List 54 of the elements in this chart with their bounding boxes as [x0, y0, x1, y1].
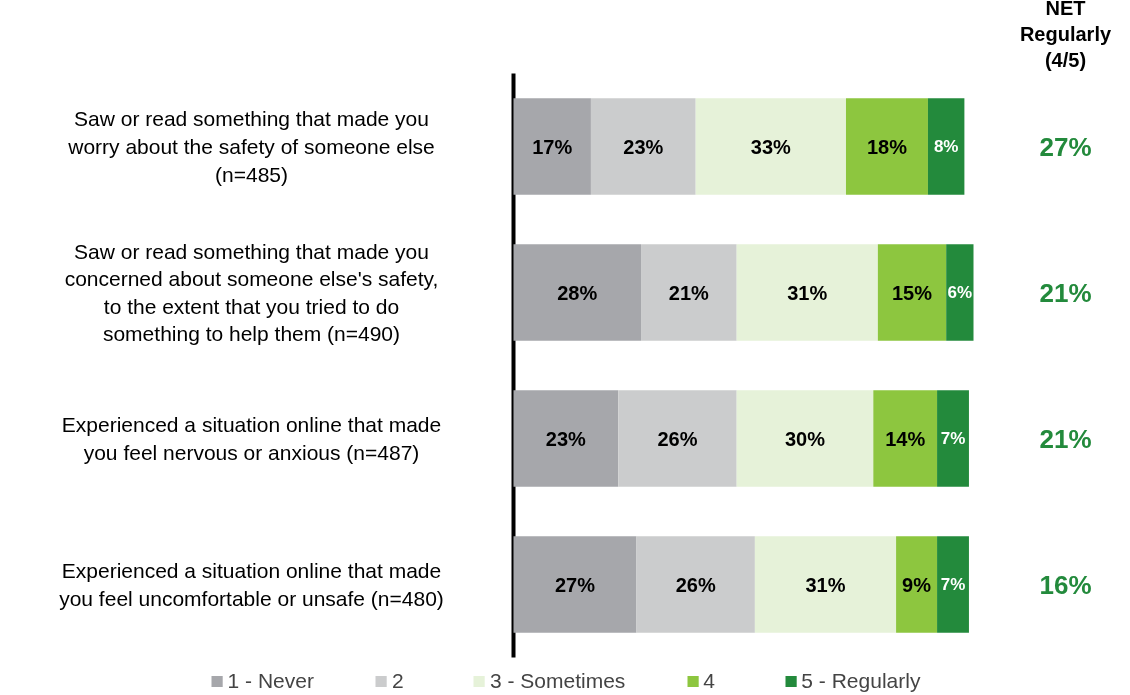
legend-label: 3 - Sometimes: [489, 669, 626, 693]
legend-label: 5 - Regularly: [801, 669, 921, 693]
legend-label: 1 - Never: [227, 669, 314, 693]
data-label: 6%: [947, 283, 973, 302]
data-label: 28%: [557, 281, 598, 304]
bar: [695, 98, 846, 195]
data-label: 7%: [940, 429, 966, 448]
bar: [736, 244, 878, 341]
data-label: 31%: [787, 281, 828, 304]
bar: [927, 98, 965, 195]
data-label: 23%: [545, 427, 587, 450]
bar: [618, 390, 737, 487]
bar: [636, 536, 755, 633]
text: NET Regularly (4/5): [1019, 0, 1112, 72]
data-label: 31%: [805, 573, 846, 596]
bar: [877, 244, 947, 341]
bar: [937, 390, 969, 487]
legend-label: 4: [703, 669, 716, 693]
data-label: 27%: [554, 573, 596, 596]
bar: [946, 244, 974, 341]
y-tick-label: Experienced a situation online that made you feel nervous or anxious (n=487): [61, 413, 442, 464]
data-label: 7%: [940, 575, 966, 594]
bar: [641, 244, 737, 341]
y-tick-label: Saw or read something that made you worry about the safety of someone else (n=485): [67, 107, 435, 186]
legend-label: 2: [391, 669, 405, 693]
text: 16%: [1039, 569, 1092, 600]
y-tick-label: Experienced a situation online that made you feel uncomfortable or unsafe (n=480): [59, 559, 444, 610]
bar: [754, 536, 897, 633]
text: 27%: [1039, 131, 1092, 162]
data-label: 9%: [902, 573, 932, 596]
y-tick-label: Saw or read something that made you concerned about someone else's safety, to the extent that you tried to do something to help them (n=490): [64, 239, 439, 346]
bar: [513, 98, 591, 195]
bar: [736, 390, 874, 487]
data-label: 17%: [532, 135, 573, 158]
data-label: 14%: [885, 427, 926, 450]
data-label: 30%: [784, 427, 826, 450]
bar: [937, 536, 969, 633]
bar: [590, 98, 696, 195]
data-label: 21%: [668, 281, 710, 304]
data-label: 33%: [750, 135, 792, 158]
data-label: 8%: [933, 137, 959, 156]
bar: [896, 536, 938, 633]
bar: [873, 390, 938, 487]
bar: [845, 98, 928, 195]
data-label: 26%: [657, 427, 698, 450]
data-label: 15%: [892, 281, 933, 304]
text: 21%: [1039, 277, 1092, 308]
data-label: 26%: [675, 573, 716, 596]
bar: [513, 244, 642, 341]
bar: [513, 390, 619, 487]
bar: [513, 536, 637, 633]
data-label: 18%: [866, 135, 908, 158]
data-label: 23%: [623, 135, 664, 158]
text: 21%: [1039, 423, 1092, 454]
